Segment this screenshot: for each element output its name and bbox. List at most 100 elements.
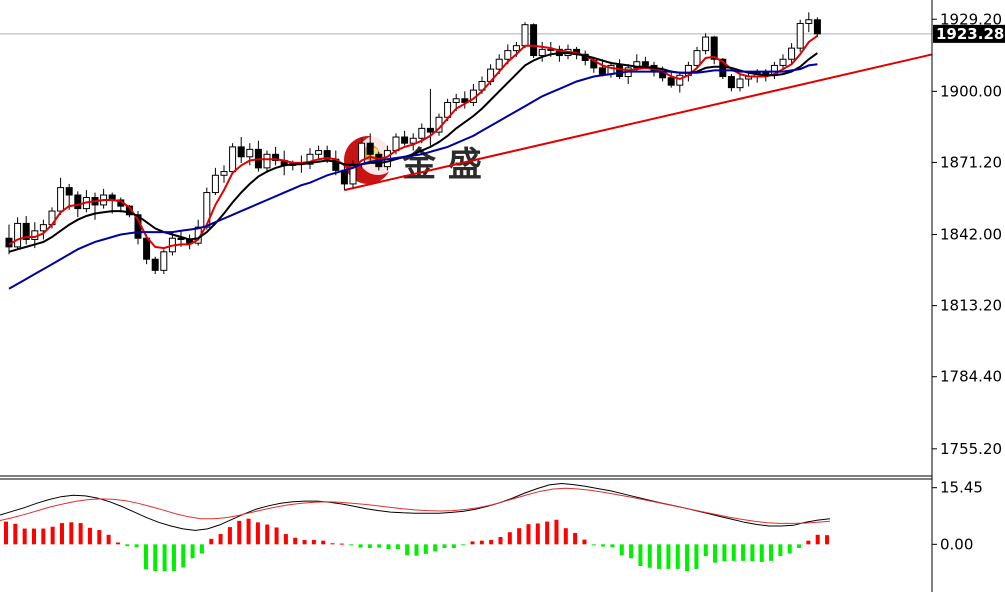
- candle: [220, 165, 228, 183]
- candle-body-up: [229, 146, 237, 173]
- histogram-bar-positive: [321, 540, 326, 545]
- histogram-bar-positive: [97, 530, 102, 545]
- histogram-bar-positive: [535, 523, 540, 545]
- oscillator-panel: [0, 482, 831, 572]
- histogram-bar-negative: [675, 544, 680, 569]
- histogram-bar-positive: [227, 527, 232, 545]
- candle-body-down: [272, 153, 280, 161]
- oscillator-lines: [0, 482, 831, 531]
- candle-body-down: [710, 36, 718, 60]
- histogram-bar-negative: [461, 544, 466, 546]
- candle: [22, 216, 30, 245]
- histogram-bar-positive: [479, 540, 484, 545]
- candle-body-up: [39, 224, 47, 232]
- candle: [39, 219, 47, 240]
- histogram-bar-positive: [41, 528, 46, 545]
- candle: [14, 217, 22, 250]
- histogram-bar-negative: [386, 544, 391, 550]
- candle: [263, 150, 271, 173]
- support-trendline: [344, 53, 933, 192]
- candle: [710, 35, 718, 65]
- histogram-bar-positive: [330, 543, 335, 545]
- histogram-bar-negative: [610, 544, 615, 548]
- candle-body-up: [693, 50, 701, 66]
- histogram-bar-negative: [685, 544, 690, 572]
- histogram-bar-positive: [302, 539, 307, 545]
- candle: [315, 145, 323, 161]
- candle-body-down: [151, 258, 159, 271]
- histogram-bar-positive: [517, 528, 522, 545]
- histogram-bar-negative: [750, 544, 755, 562]
- candle: [702, 33, 710, 55]
- histogram-bar-negative: [358, 544, 363, 548]
- candle-body-up: [160, 251, 168, 271]
- histogram-bar-positive: [78, 523, 83, 545]
- histogram-bar-negative: [703, 544, 708, 557]
- oscillator-axis-label: 15.45: [940, 479, 983, 497]
- candle-body-up: [203, 192, 211, 228]
- candle: [788, 43, 796, 65]
- candle: [237, 137, 245, 163]
- histogram-bar-positive: [69, 522, 74, 545]
- histogram-bar-positive: [274, 527, 279, 545]
- candle-body-down: [641, 61, 649, 66]
- candle-body-up: [306, 153, 314, 165]
- histogram-bar-positive: [526, 524, 531, 545]
- histogram-bar-negative: [629, 544, 634, 559]
- oscillator-axis: 15.45 0.00: [932, 479, 983, 553]
- histogram-bar-positive: [31, 528, 36, 545]
- candle: [401, 130, 409, 146]
- histogram-bar-positive: [59, 523, 64, 545]
- candle-body-down: [727, 76, 735, 89]
- histogram-bar-positive: [489, 539, 494, 545]
- candle-body-up: [14, 222, 22, 248]
- candle-body-up: [504, 50, 512, 60]
- moving-averages: [8, 34, 818, 290]
- price-panel: 金 盛: [0, 12, 933, 290]
- price-axis-label: 1813.20: [940, 297, 1002, 315]
- candle-body-up: [521, 24, 529, 47]
- histogram-bar-negative: [143, 544, 148, 570]
- histogram-bar-negative: [442, 544, 447, 548]
- candle-body-up: [796, 22, 804, 49]
- candle: [461, 91, 469, 109]
- oscillator-line-2: [0, 487, 831, 524]
- candle-body-up: [315, 150, 323, 155]
- moving-average-line-3: [8, 63, 818, 290]
- candle-body-up: [418, 127, 426, 139]
- candle-body-up: [211, 174, 219, 194]
- histogram-bar-positive: [106, 534, 111, 545]
- histogram-bar-positive: [582, 539, 587, 545]
- candle-body-up: [246, 148, 254, 158]
- histogram-bar-negative: [647, 544, 652, 568]
- histogram-bar-negative: [162, 544, 167, 572]
- oscillator-histogram: [4, 518, 830, 572]
- candle-body-up: [57, 187, 65, 212]
- candle-body-up: [805, 19, 813, 24]
- histogram-bar-negative: [199, 544, 204, 554]
- histogram-bar-negative: [153, 544, 158, 572]
- histogram-bar-negative: [619, 544, 624, 556]
- histogram-bar-positive: [209, 538, 214, 545]
- candle: [667, 70, 675, 88]
- candle-body-up: [220, 171, 228, 176]
- histogram-bar-positive: [265, 524, 270, 545]
- trendline: [344, 53, 933, 192]
- histogram-bar-positive: [815, 534, 820, 545]
- current-price-label: 1923.28: [936, 25, 1004, 43]
- histogram-bar-positive: [115, 542, 120, 545]
- histogram-bar-negative: [797, 544, 802, 548]
- candle: [272, 146, 280, 166]
- candle-body-down: [74, 194, 82, 210]
- candle-body-down: [461, 98, 469, 103]
- candle-body-down: [22, 222, 30, 240]
- current-price-badge-bg: [933, 24, 1005, 43]
- candle: [246, 143, 254, 166]
- histogram-bar-negative: [171, 544, 176, 572]
- histogram-bar-positive: [237, 520, 242, 545]
- histogram-bar-negative: [666, 544, 671, 569]
- candle-body-down: [237, 146, 245, 158]
- candle-body-up: [512, 45, 520, 52]
- candle-body-up: [736, 78, 744, 89]
- price-axis-label: 1842.00: [940, 226, 1002, 244]
